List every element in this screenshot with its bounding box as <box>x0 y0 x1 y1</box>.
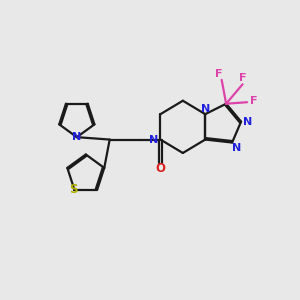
Text: N: N <box>232 143 241 153</box>
Text: N: N <box>243 117 252 127</box>
Text: N: N <box>201 104 210 114</box>
Text: N: N <box>72 132 82 142</box>
Text: S: S <box>69 183 77 196</box>
Text: O: O <box>155 162 166 175</box>
Text: F: F <box>239 73 246 83</box>
Text: N: N <box>149 134 158 145</box>
Text: F: F <box>215 70 222 80</box>
Text: F: F <box>250 96 257 106</box>
